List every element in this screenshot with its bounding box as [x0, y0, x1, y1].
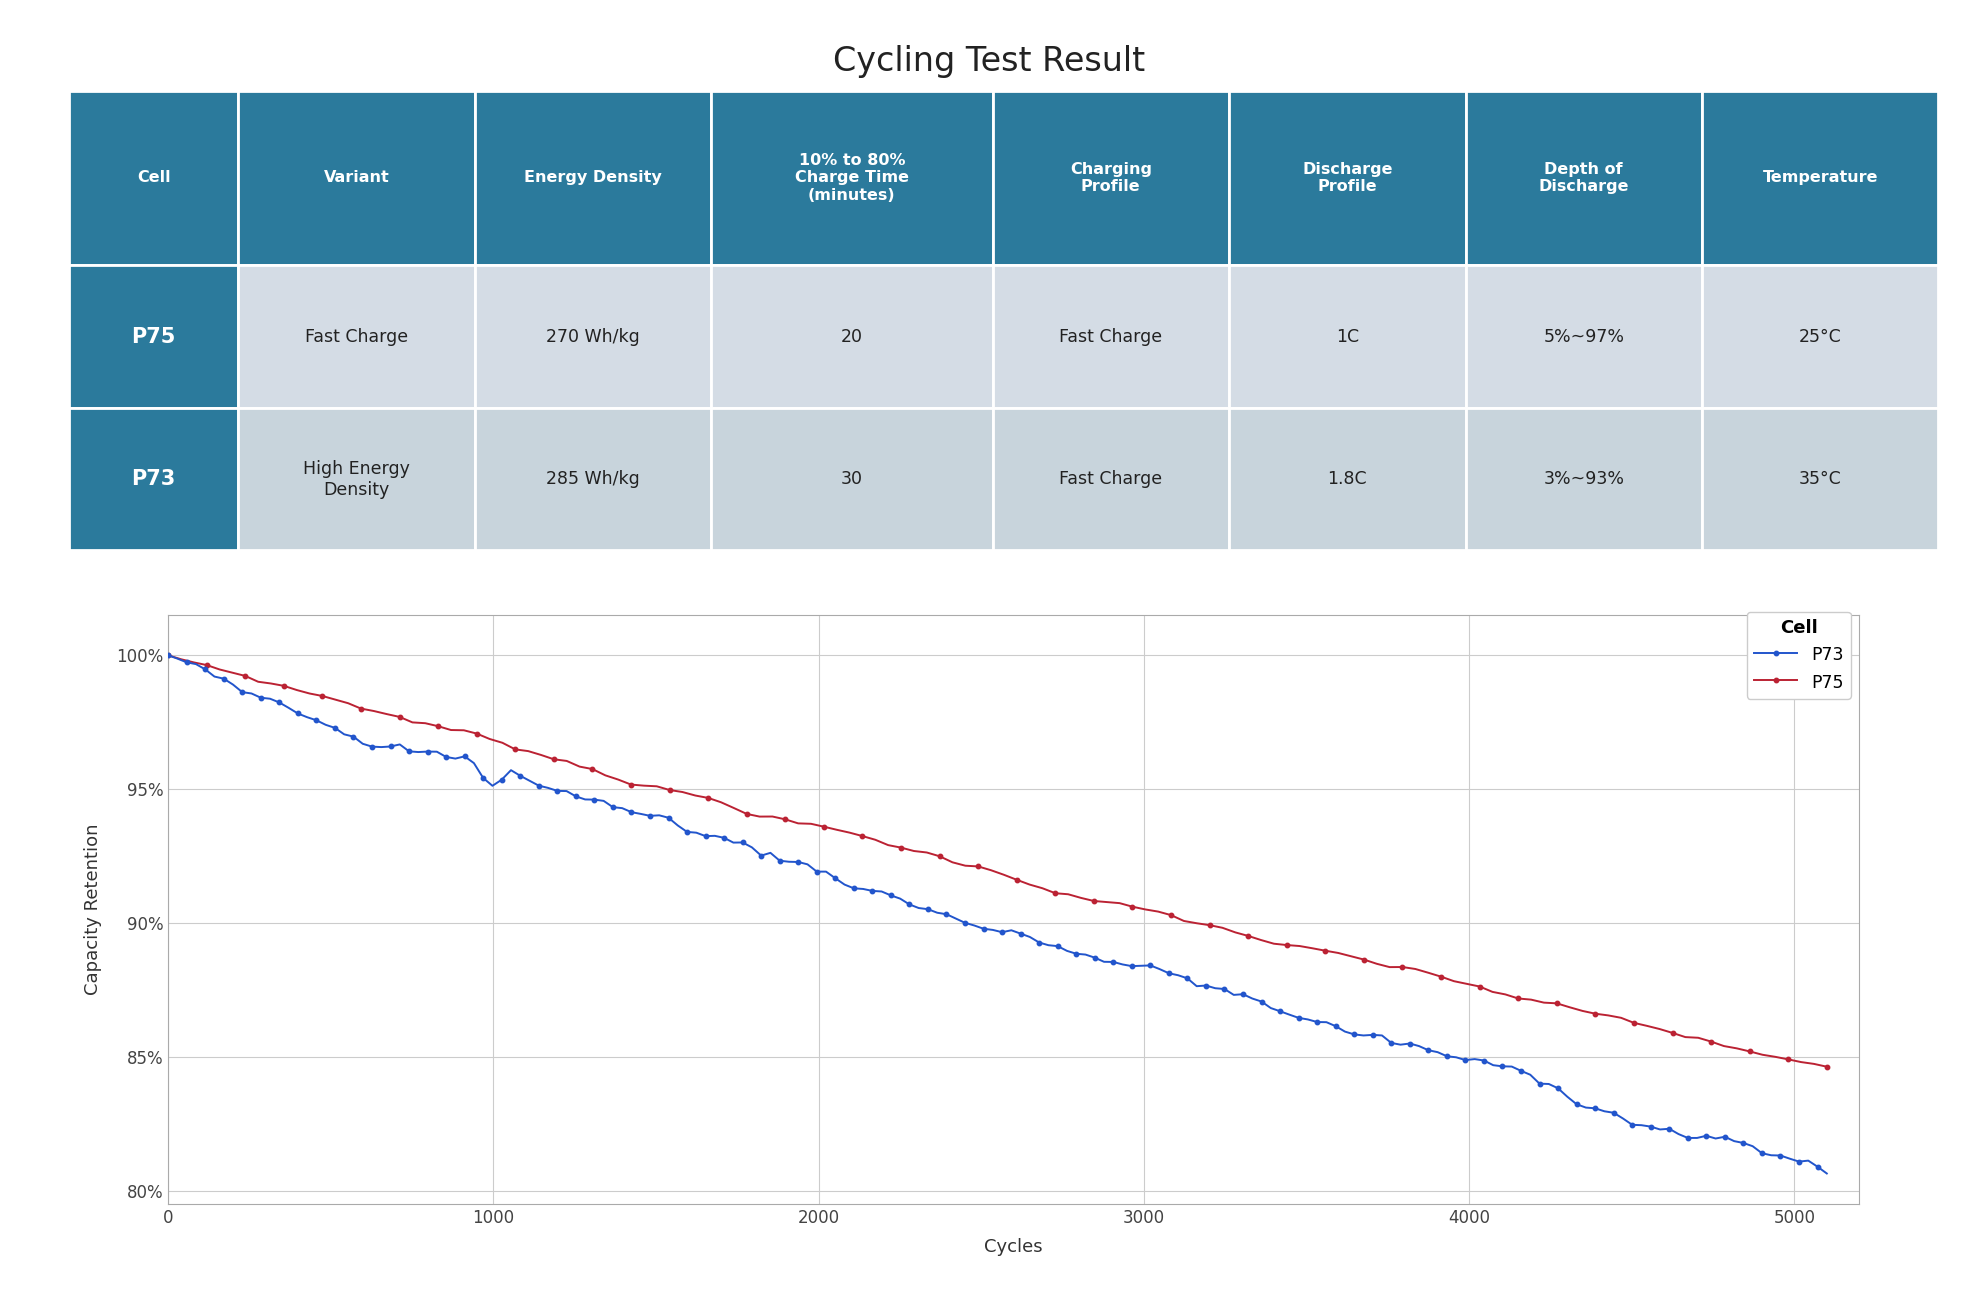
Bar	[475, 91, 710, 265]
Bar	[1701, 408, 1938, 550]
P75	[233, 668, 257, 684]
P75	[1559, 1000, 1582, 1015]
P75	[1339, 948, 1363, 963]
Bar	[1466, 265, 1701, 408]
Text: Temperature: Temperature	[1762, 171, 1877, 185]
Text: Cycling Test Result: Cycling Test Result	[833, 45, 1145, 78]
P73	[1758, 1147, 1782, 1163]
Y-axis label: Capacity Retention: Capacity Retention	[85, 824, 103, 996]
Bar	[1228, 91, 1466, 265]
Text: 25°C: 25°C	[1798, 328, 1842, 346]
Bar	[1228, 265, 1466, 408]
X-axis label: Cycles: Cycles	[985, 1238, 1042, 1256]
P73	[184, 657, 208, 672]
Bar	[237, 408, 475, 550]
Bar	[69, 265, 237, 408]
Bar	[1228, 408, 1466, 550]
Text: Fast Charge: Fast Charge	[1060, 328, 1163, 346]
Text: 1C: 1C	[1335, 328, 1359, 346]
Text: 5%~97%: 5%~97%	[1543, 328, 1624, 346]
Line: P75: P75	[166, 653, 1830, 1068]
Bar	[993, 408, 1228, 550]
Bar	[1466, 91, 1701, 265]
P73	[787, 855, 811, 870]
Bar	[69, 91, 237, 265]
Bar	[475, 265, 710, 408]
Text: High Energy
Density: High Energy Density	[303, 460, 409, 499]
Bar	[237, 265, 475, 408]
P73	[1630, 1118, 1654, 1133]
Bar	[993, 91, 1228, 265]
Line: P73: P73	[166, 653, 1830, 1176]
Bar	[69, 408, 237, 550]
Bar	[710, 91, 993, 265]
P75	[1056, 887, 1080, 903]
Text: Fast Charge: Fast Charge	[1060, 470, 1163, 488]
P73	[498, 763, 522, 778]
Text: 285 Wh/kg: 285 Wh/kg	[546, 470, 639, 488]
Text: Depth of
Discharge: Depth of Discharge	[1539, 162, 1630, 194]
Text: 20: 20	[841, 328, 862, 346]
P75	[1816, 1059, 1840, 1075]
P75	[1610, 1010, 1634, 1026]
Text: Discharge
Profile: Discharge Profile	[1302, 162, 1393, 194]
Text: 35°C: 35°C	[1798, 470, 1842, 488]
Bar	[1701, 91, 1938, 265]
P75	[1673, 1030, 1697, 1045]
Text: Fast Charge: Fast Charge	[305, 328, 407, 346]
Bar	[475, 408, 710, 550]
P73	[156, 648, 180, 663]
P73	[350, 736, 374, 751]
Bar	[1466, 408, 1701, 550]
Text: 270 Wh/kg: 270 Wh/kg	[546, 328, 639, 346]
Text: 30: 30	[841, 470, 862, 488]
Text: P73: P73	[133, 469, 176, 490]
Bar	[1701, 265, 1938, 408]
P75	[156, 648, 180, 663]
Text: 3%~93%: 3%~93%	[1543, 470, 1624, 488]
Text: 1.8C: 1.8C	[1327, 470, 1367, 488]
Bar	[710, 265, 993, 408]
P73	[1816, 1166, 1840, 1181]
Text: 10% to 80%
Charge Time
(minutes): 10% to 80% Charge Time (minutes)	[795, 153, 908, 203]
Text: P75: P75	[131, 326, 176, 347]
Text: Variant: Variant	[324, 171, 390, 185]
Text: Charging
Profile: Charging Profile	[1070, 162, 1151, 194]
Legend: P73, P75: P73, P75	[1747, 613, 1851, 699]
Text: Energy Density: Energy Density	[524, 171, 663, 185]
Bar	[237, 91, 475, 265]
Bar	[710, 408, 993, 550]
Text: Cell: Cell	[136, 171, 170, 185]
Bar	[993, 265, 1228, 408]
